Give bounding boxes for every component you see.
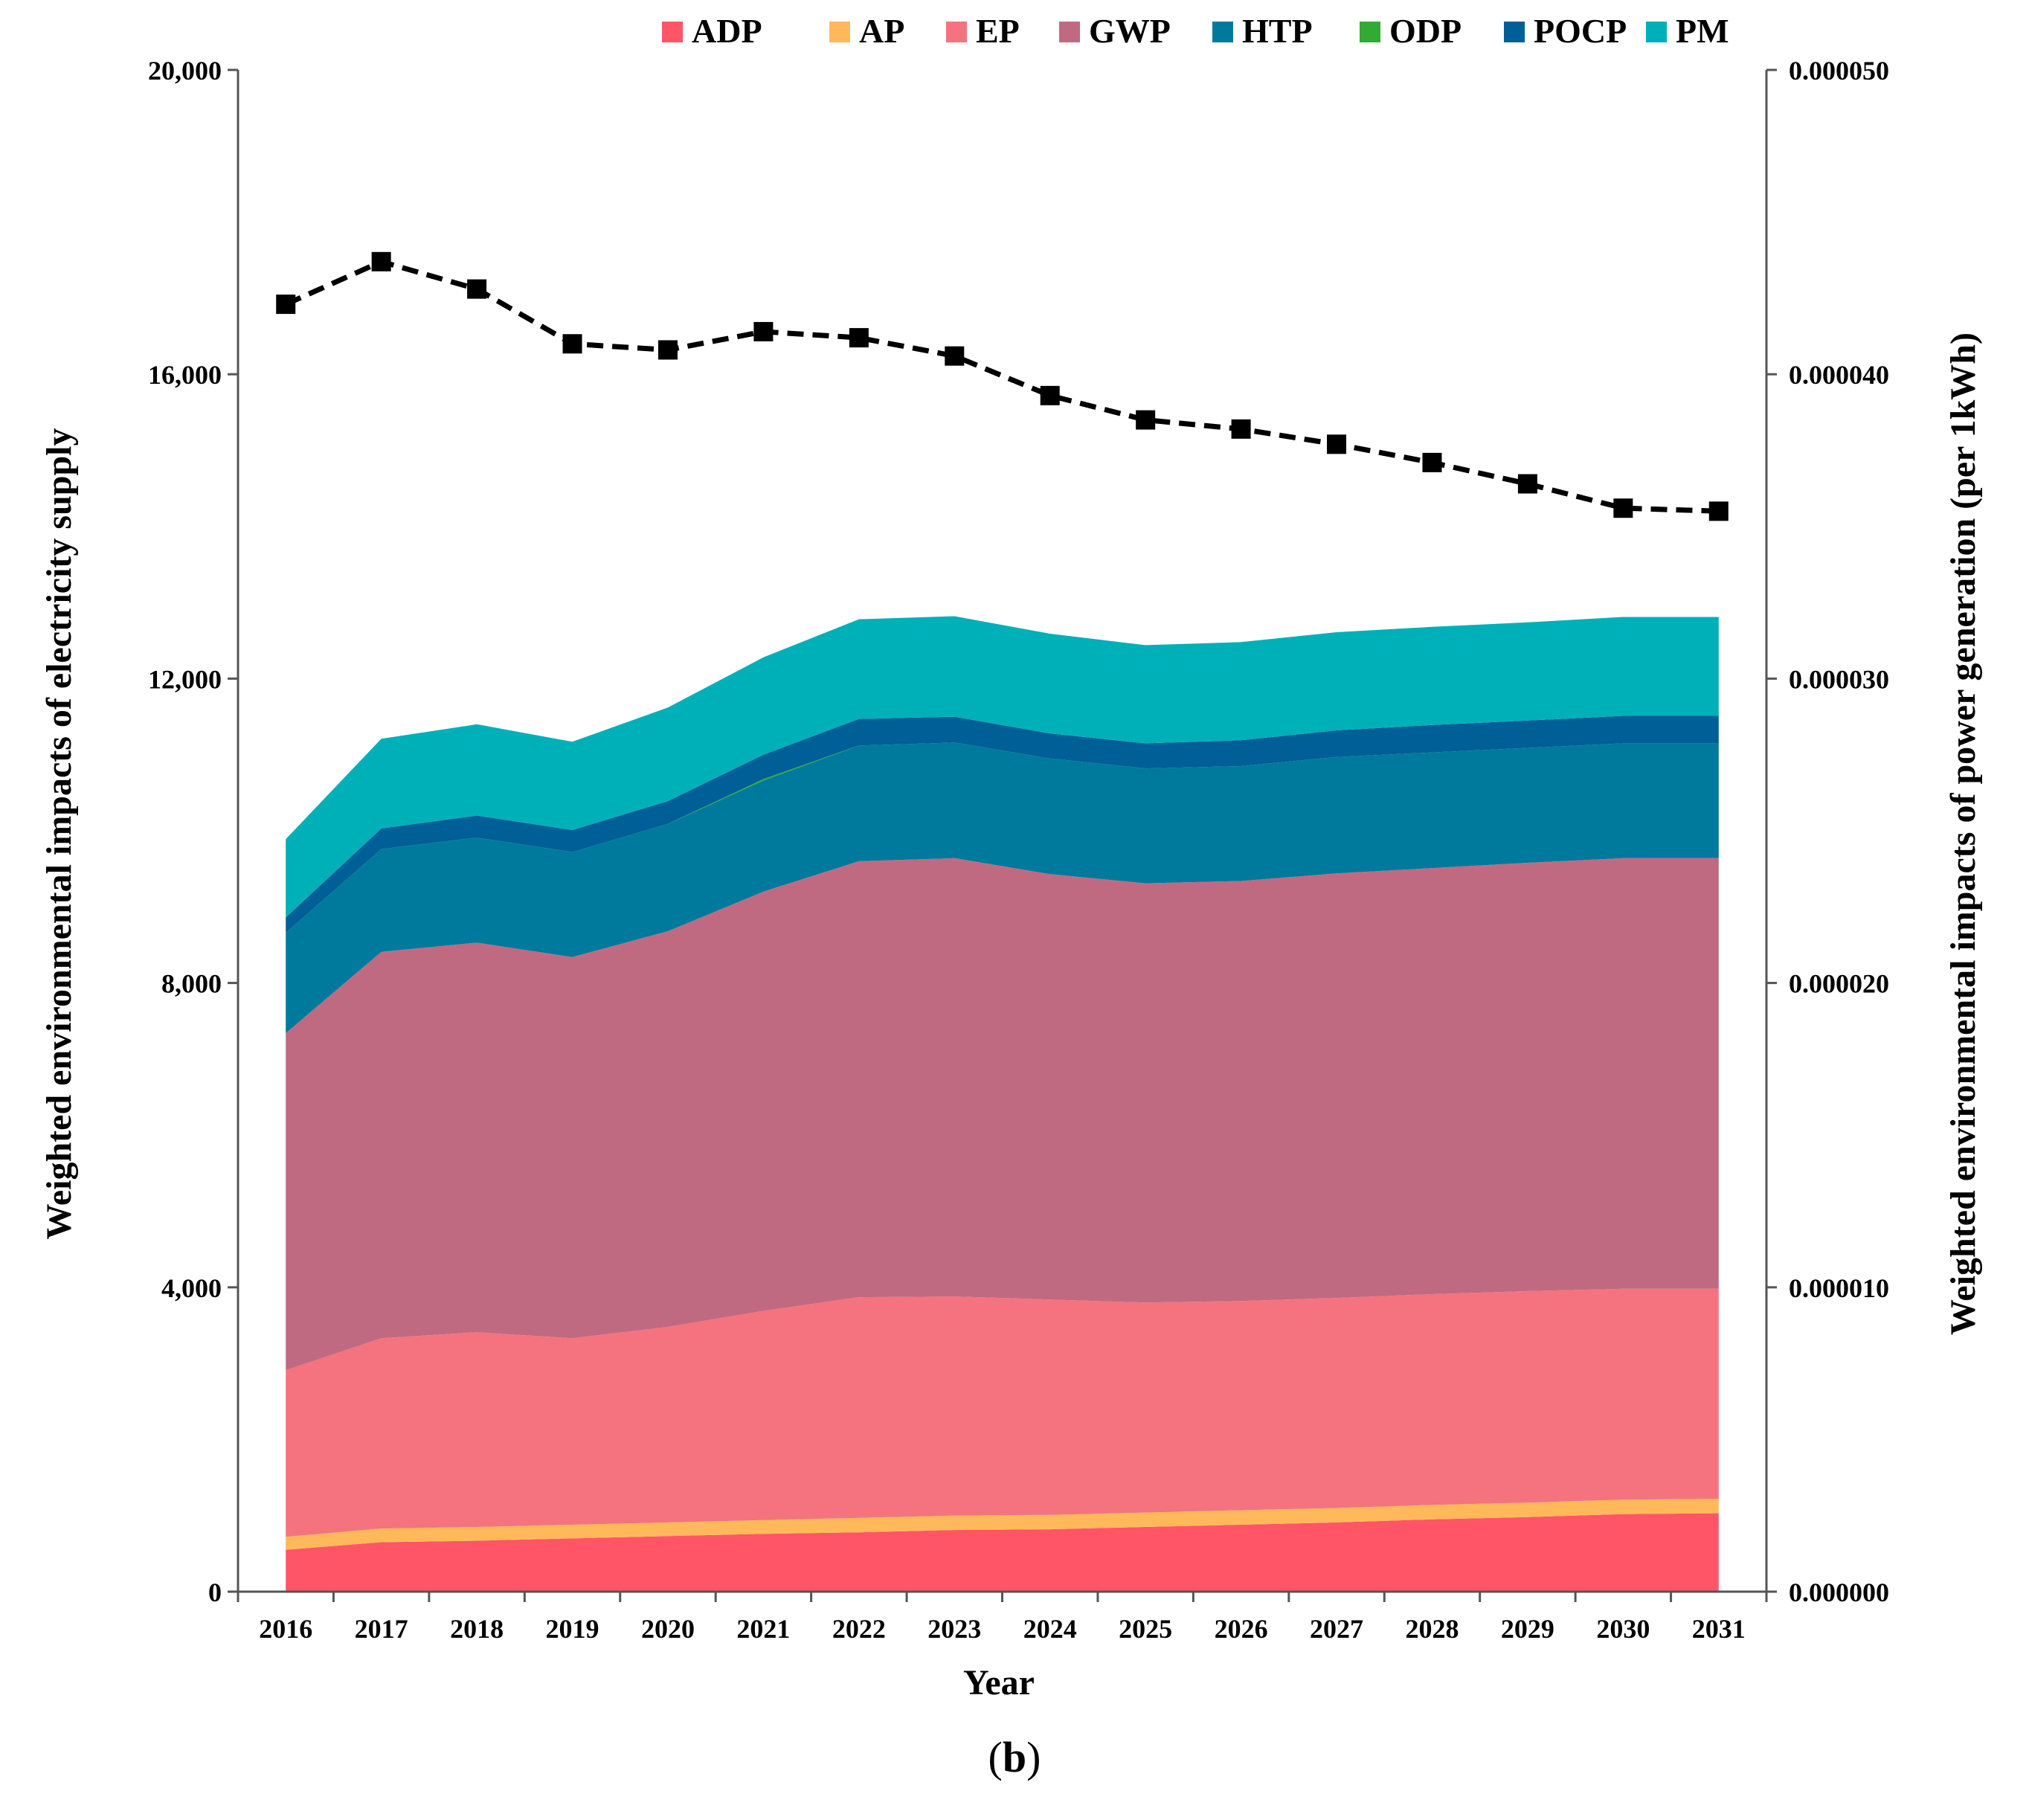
right-y-tick-label: 0.000040 — [1789, 360, 1889, 390]
x-tick-label: 2026 — [1215, 1614, 1268, 1644]
x-tick-label: 2017 — [355, 1614, 408, 1644]
legend: ADP AP EP GWP HTP ODP POCP PM — [662, 12, 1729, 50]
right-y-tick-label: 0.000050 — [1789, 56, 1889, 86]
intensity-line — [284, 259, 1719, 514]
right-y-axis-title: Weighted environmental impacts of power … — [1943, 332, 1983, 1335]
legend-swatch-pocp — [1504, 22, 1525, 42]
intensity-marker — [1040, 385, 1060, 405]
left-y-axis-title: Weighted environmental impacts of electr… — [39, 428, 79, 1239]
left-y-tick-label: 8,000 — [161, 969, 222, 999]
legend-label-adp: ADP — [692, 12, 762, 50]
intensity-marker — [1613, 498, 1633, 518]
x-tick-label: 2028 — [1405, 1614, 1459, 1644]
area-ap — [286, 1499, 1719, 1550]
intensity-marker — [849, 328, 869, 348]
intensity-marker — [467, 279, 487, 299]
legend-label-pocp: POCP — [1534, 12, 1627, 50]
left-y-tick-label: 16,000 — [148, 360, 222, 390]
left-y-tick-label: 20,000 — [148, 56, 222, 86]
x-tick-label: 2023 — [927, 1614, 981, 1644]
x-tick-label: 2018 — [450, 1614, 504, 1644]
intensity-marker — [1231, 419, 1251, 439]
left-y-tick-label: 0 — [208, 1578, 222, 1607]
x-tick-label: 2031 — [1692, 1614, 1746, 1644]
area-htp — [286, 742, 1719, 1034]
panel-label: (b) — [988, 1733, 1041, 1781]
legend-swatch-adp — [662, 22, 683, 42]
intensity-marker — [562, 334, 582, 354]
legend-label-ap: AP — [859, 12, 904, 50]
legend-label-htp: HTP — [1242, 12, 1313, 50]
left-y-tick-label: 12,000 — [148, 664, 222, 694]
area-pm — [286, 616, 1719, 918]
legend-swatch-htp — [1212, 22, 1233, 42]
x-tick-label: 2020 — [641, 1614, 695, 1644]
right-y-tick-label: 0.000000 — [1789, 1578, 1889, 1607]
legend-label-odp: ODP — [1389, 12, 1462, 50]
axes: 0 0.000000 4,000 0.000010 8,000 0.000020 12,00… — [148, 56, 1889, 1644]
legend-label-gwp: GWP — [1089, 12, 1171, 50]
x-tick-label: 2022 — [832, 1614, 886, 1644]
stacked-areas — [286, 616, 1719, 1592]
intensity-line-series — [276, 251, 1729, 521]
legend-label-pm: PM — [1676, 12, 1729, 50]
legend-swatch-pm — [1646, 22, 1667, 42]
legend-swatch-ep — [946, 22, 967, 42]
right-y-tick-label: 0.000010 — [1789, 1273, 1889, 1303]
area-gwp — [286, 858, 1719, 1371]
legend-label-ep: EP — [976, 12, 1020, 50]
legend-swatch-gwp — [1059, 22, 1080, 42]
intensity-marker — [1517, 474, 1537, 494]
intensity-marker — [753, 321, 774, 341]
right-y-tick-label: 0.000020 — [1789, 969, 1889, 999]
area-ep — [286, 1288, 1719, 1537]
intensity-marker — [371, 251, 391, 271]
intensity-marker — [1136, 410, 1156, 430]
intensity-marker — [1422, 452, 1442, 472]
intensity-marker — [1327, 434, 1347, 454]
intensity-marker — [1708, 501, 1729, 521]
right-y-tick-label: 0.000030 — [1789, 664, 1889, 694]
x-tick-label: 2029 — [1501, 1614, 1554, 1644]
x-tick-label: 2027 — [1310, 1614, 1363, 1644]
x-axis-title: Year — [963, 1663, 1035, 1702]
x-tick-label: 2024 — [1023, 1614, 1077, 1644]
area-pocp — [286, 716, 1719, 933]
legend-swatch-ap — [829, 22, 850, 42]
area-adp — [286, 1513, 1719, 1592]
x-tick-label: 2030 — [1596, 1614, 1650, 1644]
intensity-marker — [276, 295, 296, 315]
x-tick-label: 2016 — [259, 1614, 312, 1644]
intensity-marker — [657, 340, 678, 360]
x-tick-label: 2019 — [546, 1614, 599, 1644]
x-tick-label: 2025 — [1119, 1614, 1172, 1644]
legend-swatch-odp — [1360, 22, 1380, 42]
x-tick-label: 2021 — [736, 1614, 790, 1644]
left-y-tick-label: 4,000 — [161, 1273, 222, 1303]
intensity-marker — [945, 346, 965, 366]
